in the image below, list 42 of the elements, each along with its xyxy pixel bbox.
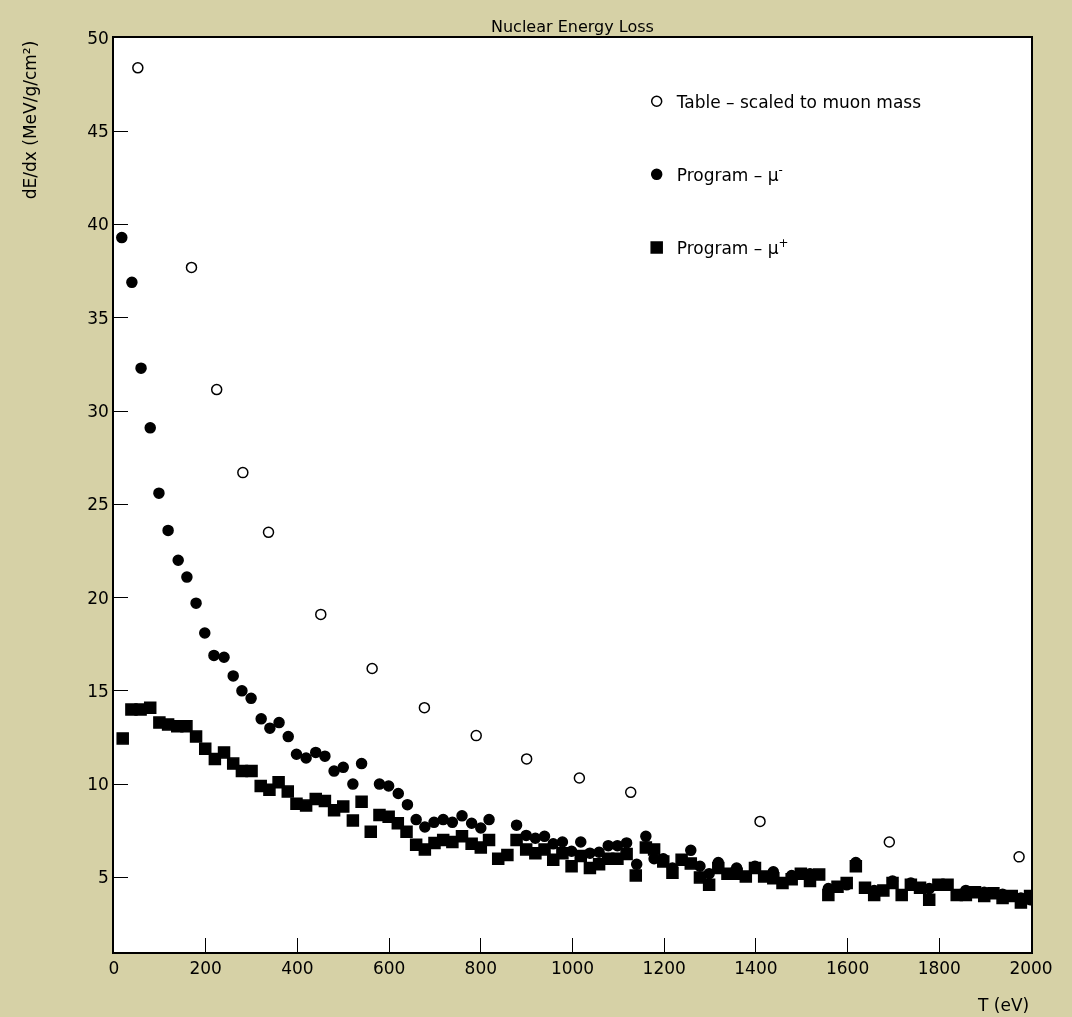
x-tick-label: 1400 (734, 958, 778, 979)
y-tick-label: 5 (98, 867, 109, 888)
y-tick-label: 35 (87, 307, 109, 328)
point (470, 729, 482, 742)
point (237, 466, 249, 479)
point (210, 383, 223, 396)
y-tick-label: 50 (87, 27, 109, 48)
y-axis-title: dE/dx (MeV/g/cm²) (20, 40, 41, 200)
x-tick-label: 600 (372, 958, 406, 979)
point (520, 753, 533, 765)
legend-label: Table – scaled to muon mass (675, 91, 922, 112)
point (315, 608, 327, 621)
x-tick-label: 400 (281, 958, 314, 979)
y-tick-label: 10 (87, 774, 109, 795)
x-tick-label: 1000 (550, 958, 595, 979)
x-tick-label: 1800 (917, 958, 961, 979)
point (573, 772, 586, 784)
point (624, 786, 637, 799)
legend-label: Program – μ$^{-}$ (676, 162, 783, 185)
point (262, 526, 275, 539)
y-tick-label: 15 (87, 680, 109, 701)
x-tick-label: 200 (189, 958, 222, 979)
point (754, 815, 766, 828)
y-tick-label: 45 (87, 121, 109, 142)
chart-title: Nuclear Energy Loss (491, 17, 654, 36)
y-tick-label: 30 (87, 401, 109, 422)
point (366, 662, 378, 675)
x-tick-label: 1200 (642, 958, 686, 979)
point (883, 836, 896, 848)
point (132, 62, 144, 74)
x-tick-label: 2000 (1009, 958, 1053, 979)
y-tick-label: 40 (87, 214, 109, 235)
y-tick-label: 25 (87, 494, 109, 515)
y-tick-label: 20 (87, 587, 109, 608)
x-axis-title: T (eV) (977, 995, 1030, 1015)
point (185, 261, 198, 274)
point (418, 701, 431, 714)
point (1013, 851, 1025, 863)
legend-label: Program – μ$^{+}$ (676, 235, 789, 259)
x-tick-label: 1600 (825, 958, 870, 979)
x-tick-label: 0 (108, 958, 120, 979)
x-tick-label: 800 (464, 958, 498, 979)
